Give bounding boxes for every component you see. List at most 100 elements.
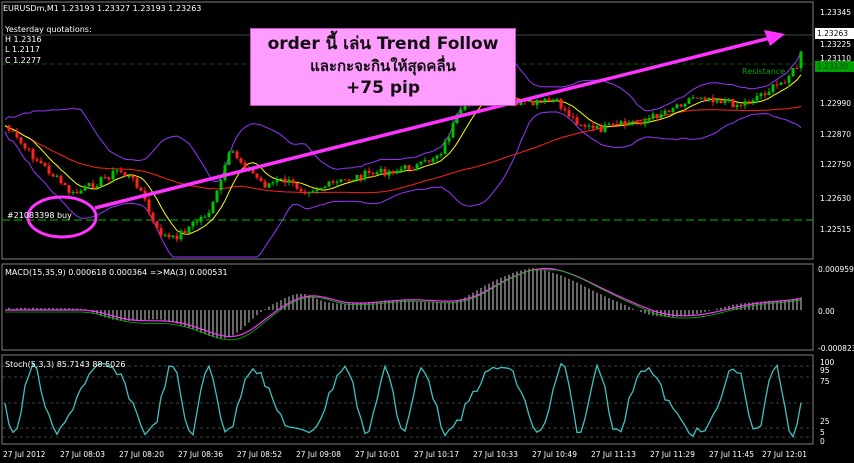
- candle-body: [735, 104, 739, 108]
- candle-body: [543, 98, 547, 102]
- candle-body: [187, 226, 191, 233]
- stoch-tick: 75: [820, 377, 830, 386]
- candle-body: [675, 104, 679, 109]
- candle-body: [371, 172, 375, 175]
- candle-body: [439, 153, 443, 156]
- trend-arrow-head: [764, 30, 785, 46]
- yesterday-low: L 1.2117: [5, 45, 40, 54]
- candle-body: [163, 234, 167, 236]
- candle-body: [707, 97, 711, 100]
- candle-body: [19, 137, 23, 144]
- time-tick: 27 Jul 08:03: [60, 450, 105, 459]
- time-tick: 27 Jul 10:17: [414, 450, 459, 459]
- candle-body: [623, 121, 627, 125]
- annotation-box: order นี้ เล่น Trend Follow และกะจะกินให…: [250, 28, 516, 106]
- candle-body: [51, 173, 55, 177]
- candle-body: [447, 137, 451, 142]
- candle-body: [571, 116, 575, 118]
- candle-body: [119, 170, 123, 173]
- candle-body: [563, 108, 567, 111]
- candle-body: [207, 212, 211, 217]
- candle-body: [259, 177, 263, 182]
- annotation-line-2: และกะจะกินให้สุดคลื่น: [310, 57, 456, 75]
- ma-fast: [4, 74, 802, 235]
- candle-body: [155, 221, 159, 228]
- candle-body: [63, 183, 67, 186]
- time-tick: 27 Jul 08:36: [178, 450, 223, 459]
- macd-signal-line: [5, 267, 802, 338]
- candle-body: [403, 165, 407, 169]
- candle-body: [295, 182, 299, 189]
- macd-ma-line: [5, 269, 802, 341]
- resistance-price-tag: 1.23130: [815, 61, 854, 72]
- candle-body: [167, 234, 171, 238]
- candle-body: [123, 172, 127, 177]
- candle-body: [211, 201, 215, 213]
- candle-body: [311, 191, 315, 193]
- candle-body: [783, 82, 787, 84]
- price-tick: 1.22630: [820, 194, 852, 203]
- candle-body: [183, 230, 187, 233]
- candle-body: [195, 221, 199, 223]
- symbol-label: EURUSDm,M1 1.23193 1.23327 1.23193 1.232…: [3, 4, 202, 13]
- candle-body: [243, 162, 247, 170]
- price-tick: 1.22870: [820, 130, 852, 139]
- candle-body: [567, 110, 571, 117]
- candle-body: [727, 98, 731, 101]
- price-tick: 1.23110: [820, 54, 852, 63]
- candle-body: [219, 180, 223, 191]
- candle-body: [751, 100, 755, 103]
- candle-body: [763, 93, 767, 96]
- candle-body: [627, 122, 631, 125]
- macd-tick: 0.00: [818, 307, 835, 316]
- price-tick: 1.22515: [820, 225, 852, 234]
- price-tick: 1.23225: [820, 40, 852, 49]
- stoch-panel-frame: [1, 354, 814, 445]
- candle-body: [95, 186, 99, 189]
- candle-body: [315, 189, 319, 192]
- candle-body: [615, 123, 619, 125]
- candle-body: [191, 221, 195, 227]
- candle-body: [15, 131, 19, 138]
- candle-body: [291, 179, 295, 183]
- candle-body: [459, 109, 463, 115]
- candle-body: [603, 124, 607, 132]
- candle-body: [279, 178, 283, 180]
- time-tick: 27 Jul 2012: [3, 450, 46, 459]
- candle-body: [791, 68, 795, 77]
- candle-body: [379, 168, 383, 173]
- candle-body: [107, 177, 111, 180]
- candle-body: [171, 235, 175, 238]
- candle-body: [239, 158, 243, 163]
- candle-body: [639, 122, 643, 125]
- candle-body: [83, 186, 87, 191]
- candle-body: [667, 110, 671, 113]
- candle-body: [363, 170, 367, 180]
- annotation-line-3: +75 pip: [346, 78, 420, 98]
- candle-body: [787, 76, 791, 83]
- candle-body: [747, 101, 751, 103]
- resistance-label: Resistance: [742, 67, 786, 76]
- order-label[interactable]: #21083398 buy: [7, 211, 72, 220]
- time-tick: 27 Jul 11:29: [650, 450, 695, 459]
- order-highlight-circle: [26, 195, 98, 239]
- candle-body: [423, 160, 427, 162]
- price-tick: 1.22750: [820, 160, 852, 169]
- candle-body: [683, 103, 687, 107]
- candle-body: [539, 100, 543, 102]
- candle-body: [647, 118, 651, 121]
- time-tick: 27 Jul 11:45: [709, 450, 754, 459]
- candle-body: [127, 175, 131, 177]
- candle-body: [335, 181, 339, 183]
- candle-body: [583, 125, 587, 127]
- candle-body: [775, 84, 779, 86]
- candle-body: [103, 177, 107, 179]
- candle-body: [223, 165, 227, 181]
- candle-body: [27, 148, 31, 150]
- candle-body: [695, 97, 699, 99]
- candle-body: [755, 96, 759, 101]
- macd-label: MACD(15,35,9) 0.000618 0.000364 =>MA(3) …: [5, 268, 228, 277]
- candle-body: [351, 179, 355, 181]
- candle-body: [235, 151, 239, 159]
- candle-body: [463, 104, 467, 110]
